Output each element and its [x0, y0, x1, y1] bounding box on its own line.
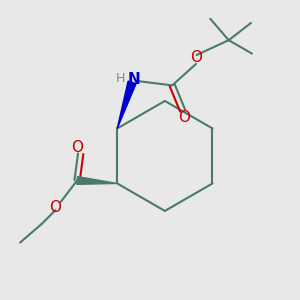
Text: H: H [116, 72, 125, 85]
Text: O: O [71, 140, 83, 155]
Polygon shape [77, 177, 117, 184]
Text: O: O [178, 110, 190, 125]
Text: O: O [50, 200, 61, 215]
Text: O: O [190, 50, 202, 65]
Text: N: N [128, 72, 141, 87]
Polygon shape [117, 81, 136, 128]
